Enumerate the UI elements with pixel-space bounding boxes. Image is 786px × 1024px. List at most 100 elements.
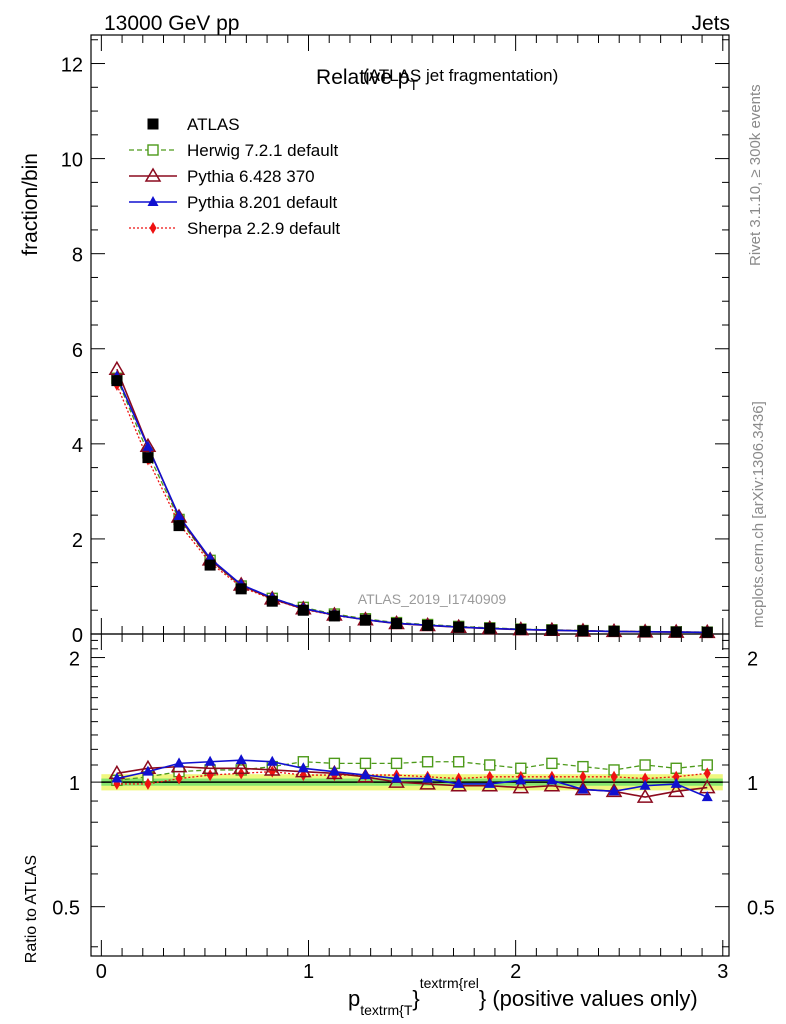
ratio-data-point <box>452 756 465 768</box>
ratio-data-point <box>201 759 219 775</box>
main-data-point <box>266 595 278 607</box>
mcplots-side-label: mcplots.cern.ch [arXiv:1306.3436] <box>750 401 767 628</box>
legend-entry-sherpa-2-2-9-default: Sherpa 2.2.9 default <box>129 219 340 238</box>
ratio-data-point <box>484 759 496 771</box>
legend-marker <box>147 118 159 130</box>
ratio-data-point <box>670 777 682 788</box>
main-data-point <box>577 625 589 637</box>
ratio-y-tick-label-left: 2 <box>69 649 80 671</box>
main-y-tick-label: 0 <box>72 625 83 647</box>
ratio-data-point <box>204 755 216 766</box>
plot-title: Relative pT <box>316 66 418 93</box>
ratio-y-tick-label-left: 0.5 <box>52 898 80 920</box>
ratio-data-point <box>142 765 154 776</box>
ratio-data-point <box>608 785 620 796</box>
ratio-y-tick-label-right: 2 <box>747 649 758 671</box>
main-data-point <box>139 437 157 452</box>
ratio-data-point <box>206 769 214 782</box>
analysis-watermark: ATLAS_2019_I1740909 <box>358 591 507 607</box>
x-tick-label: 2 <box>510 961 521 983</box>
main-data-point <box>391 618 403 630</box>
main-data-point <box>484 622 496 634</box>
ratio-y-tick-label-right: 1 <box>747 773 758 795</box>
ratio-data-point <box>639 779 651 790</box>
ratio-panel-marks <box>108 754 716 803</box>
ratio-data-point <box>263 761 281 776</box>
main-y-tick-label: 6 <box>72 340 83 362</box>
ratio-data-point <box>453 777 465 788</box>
ratio-data-point <box>667 782 685 798</box>
x-tick-label: 3 <box>717 961 728 983</box>
x-tick-label: 0 <box>96 961 107 983</box>
ratio-data-point <box>144 777 152 790</box>
main-data-point <box>546 624 558 636</box>
ratio-data-point <box>703 767 711 780</box>
ratio-data-point <box>359 769 371 780</box>
header-right-label: Jets <box>691 12 730 35</box>
rivet-side-label: Rivet 3.1.10, ≥ 300k events <box>747 84 764 266</box>
main-data-point <box>142 440 154 451</box>
ratio-data-point <box>421 756 434 768</box>
main-data-point <box>359 614 371 626</box>
main-data-point <box>173 520 185 532</box>
legend-marker <box>147 196 159 206</box>
ratio-data-point <box>235 754 247 765</box>
legend-marker <box>147 144 159 156</box>
ratio-data-point <box>636 788 654 803</box>
ratio-series-line <box>116 759 708 798</box>
ratio-data-point <box>173 757 185 768</box>
ratio-data-point <box>579 770 587 783</box>
ratio-data-point <box>546 757 558 770</box>
ratio-data-point <box>486 770 494 783</box>
ratio-data-point <box>391 772 403 783</box>
main-data-point <box>701 626 713 638</box>
main-y-axis-label: fraction/bin <box>19 153 42 256</box>
main-data-point <box>328 610 340 622</box>
legend-entry-herwig-7-2-1-default: Herwig 7.2.1 default <box>129 141 338 160</box>
legend-entry-pythia-6-428-370: Pythia 6.428 370 <box>129 167 315 186</box>
main-series-atlas <box>111 375 713 638</box>
x-tick-label: 1 <box>303 961 314 983</box>
ratio-data-point <box>515 774 527 785</box>
main-y-tick-label: 4 <box>72 435 83 457</box>
ratio-data-point <box>701 791 713 802</box>
main-data-point <box>173 510 185 521</box>
main-data-point <box>297 604 309 616</box>
legend-entry-atlas: ATLAS <box>147 115 240 134</box>
main-data-point <box>670 626 682 638</box>
legend-marker <box>149 222 157 234</box>
main-y-tick-label: 8 <box>72 245 83 267</box>
main-data-point <box>142 452 154 464</box>
ratio-data-point <box>266 755 278 766</box>
ratio-data-point <box>610 770 618 783</box>
ratio-axes-box <box>90 633 730 957</box>
ratio-data-point <box>175 772 183 785</box>
ratio-data-point <box>359 757 372 770</box>
legend-label: Pythia 8.201 default <box>187 193 338 212</box>
legend: ATLAS Herwig 7.2.1 default Pythia 6.428 37… <box>129 115 340 238</box>
main-panel-marks <box>108 360 716 639</box>
ratio-data-point <box>484 777 496 788</box>
legend-entry-pythia-8-201-default: Pythia 8.201 default <box>129 193 338 212</box>
ratio-data-point <box>512 779 530 794</box>
main-data-point <box>111 375 123 387</box>
main-panel-frame: 0 2 4 6 8 10 12 <box>61 34 730 647</box>
main-data-point <box>235 583 247 595</box>
main-data-point <box>639 626 651 638</box>
ratio-panel-frame: 0 1 2 3 0.5 0.5 1 1 2 2 <box>52 633 775 983</box>
main-data-point <box>453 621 465 633</box>
main-y-tick-label: 10 <box>61 150 83 172</box>
ratio-series-line <box>116 770 708 785</box>
main-data-point <box>608 625 620 637</box>
ratio-y-axis-label: Ratio to ATLAS <box>23 855 40 963</box>
ratio-data-point <box>297 762 309 773</box>
legend-label: Herwig 7.2.1 default <box>187 141 338 160</box>
legend-label: Sherpa 2.2.9 default <box>187 219 340 238</box>
legend-label: ATLAS <box>187 115 240 134</box>
ratio-data-point <box>390 757 403 770</box>
header-left-label: 13000 GeV pp <box>104 12 239 35</box>
ratio-data-point <box>543 777 561 792</box>
ratio-y-tick-label-right: 0.5 <box>747 898 775 920</box>
ratio-data-point <box>422 772 434 783</box>
ratio-data-point <box>232 759 250 775</box>
